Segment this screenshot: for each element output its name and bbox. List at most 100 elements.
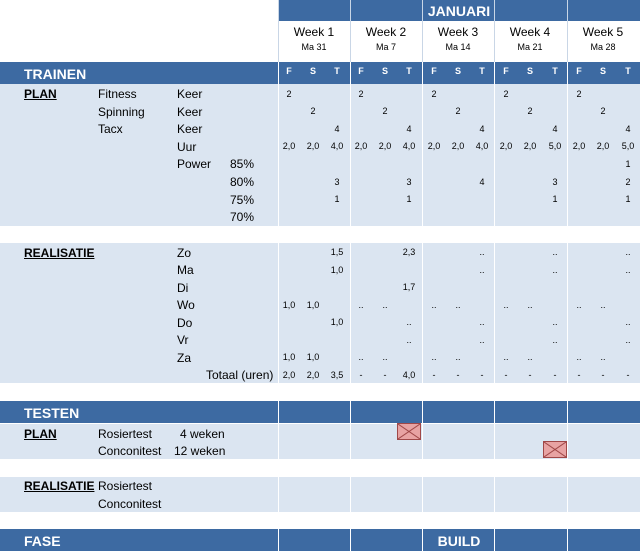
data-cell[interactable]: 2 — [431, 89, 437, 99]
data-cell[interactable]: 3 — [334, 177, 340, 187]
data-cell[interactable]: 2,0 — [354, 141, 368, 151]
data-cell[interactable]: 2 — [358, 89, 364, 99]
data-cell[interactable]: 1,7 — [402, 282, 416, 292]
data-cell[interactable]: 2,0 — [282, 141, 296, 151]
rosiertest-marker[interactable] — [397, 423, 421, 440]
data-cell[interactable]: 4 — [406, 124, 412, 134]
data-cell[interactable]: 2 — [527, 106, 533, 116]
data-cell[interactable]: .. — [625, 247, 631, 257]
data-cell[interactable]: - — [383, 370, 387, 380]
data-cell[interactable]: 2,0 — [427, 141, 441, 151]
data-cell[interactable]: - — [553, 370, 557, 380]
data-cell[interactable]: .. — [431, 352, 437, 362]
data-cell[interactable]: .. — [600, 300, 606, 310]
data-cell[interactable]: .. — [552, 317, 558, 327]
data-cell[interactable]: 5,0 — [548, 141, 562, 151]
data-cell[interactable]: 5,0 — [621, 141, 635, 151]
data-cell[interactable]: - — [504, 370, 508, 380]
data-cell[interactable]: 3 — [552, 177, 558, 187]
data-cell[interactable]: - — [601, 370, 605, 380]
day-letter: F — [576, 66, 582, 76]
data-cell[interactable]: 1 — [552, 194, 558, 204]
data-cell[interactable]: 1,0 — [306, 300, 320, 310]
data-cell[interactable]: - — [528, 370, 532, 380]
data-cell[interactable]: 4 — [625, 124, 631, 134]
data-cell[interactable]: .. — [382, 300, 388, 310]
data-cell[interactable]: 2,0 — [282, 370, 296, 380]
data-cell[interactable]: - — [480, 370, 484, 380]
data-cell[interactable]: 1 — [625, 159, 631, 169]
data-cell[interactable]: 4 — [552, 124, 558, 134]
data-cell[interactable]: .. — [431, 300, 437, 310]
data-cell[interactable]: 3,5 — [330, 370, 344, 380]
data-cell[interactable]: .. — [625, 317, 631, 327]
data-cell[interactable]: 2 — [382, 106, 388, 116]
data-cell[interactable]: 2 — [503, 89, 509, 99]
data-cell[interactable]: - — [456, 370, 460, 380]
data-cell[interactable]: .. — [358, 300, 364, 310]
data-cell[interactable]: 2 — [455, 106, 461, 116]
data-cell[interactable]: 1 — [334, 194, 340, 204]
data-cell[interactable]: - — [626, 370, 630, 380]
data-cell[interactable]: 4 — [479, 177, 485, 187]
data-cell[interactable]: .. — [552, 265, 558, 275]
data-cell[interactable]: 4,0 — [475, 141, 489, 151]
data-cell[interactable]: 1,0 — [306, 352, 320, 362]
data-cell[interactable]: 4,0 — [330, 141, 344, 151]
data-cell[interactable]: 2 — [310, 106, 316, 116]
data-cell[interactable]: .. — [503, 300, 509, 310]
data-cell[interactable]: .. — [479, 335, 485, 345]
data-cell[interactable]: 1,0 — [330, 265, 344, 275]
data-cell[interactable]: 2 — [286, 89, 292, 99]
data-cell[interactable]: .. — [382, 352, 388, 362]
data-cell[interactable]: 2 — [576, 89, 582, 99]
data-cell[interactable]: - — [359, 370, 363, 380]
data-cell[interactable]: 2,0 — [378, 141, 392, 151]
data-cell[interactable]: 2,0 — [499, 141, 513, 151]
data-cell[interactable]: 4 — [479, 124, 485, 134]
data-cell[interactable]: .. — [455, 352, 461, 362]
data-cell[interactable]: .. — [576, 352, 582, 362]
day-label: Vr — [177, 333, 189, 347]
data-cell[interactable]: 4,0 — [402, 141, 416, 151]
data-cell[interactable]: .. — [552, 247, 558, 257]
data-cell[interactable]: 2,0 — [451, 141, 465, 151]
data-cell[interactable]: 1,5 — [330, 247, 344, 257]
data-cell[interactable]: 1,0 — [330, 317, 344, 327]
data-cell[interactable]: .. — [455, 300, 461, 310]
data-cell[interactable]: 1 — [625, 194, 631, 204]
data-cell[interactable]: .. — [479, 317, 485, 327]
data-cell[interactable]: .. — [600, 352, 606, 362]
data-cell[interactable]: .. — [527, 300, 533, 310]
data-cell[interactable]: .. — [358, 352, 364, 362]
data-cell[interactable]: .. — [503, 352, 509, 362]
data-cell[interactable]: .. — [527, 352, 533, 362]
data-cell[interactable]: 4,0 — [402, 370, 416, 380]
data-cell[interactable]: 1,0 — [282, 352, 296, 362]
data-cell[interactable]: - — [577, 370, 581, 380]
data-cell[interactable]: 1,0 — [282, 300, 296, 310]
data-cell[interactable]: 2 — [600, 106, 606, 116]
conconitest-marker[interactable] — [543, 441, 567, 458]
power-level: 80% — [230, 175, 255, 189]
data-cell[interactable]: .. — [552, 335, 558, 345]
data-cell[interactable]: .. — [625, 335, 631, 345]
data-cell[interactable]: 2,0 — [596, 141, 610, 151]
data-cell[interactable]: 2,3 — [402, 247, 416, 257]
data-cell[interactable]: .. — [479, 247, 485, 257]
data-cell[interactable]: 2,0 — [306, 370, 320, 380]
data-cell[interactable]: 2,0 — [306, 141, 320, 151]
grid-line — [567, 243, 568, 383]
data-cell[interactable]: 3 — [406, 177, 412, 187]
data-cell[interactable]: 2,0 — [523, 141, 537, 151]
data-cell[interactable]: .. — [406, 335, 412, 345]
data-cell[interactable]: .. — [479, 265, 485, 275]
data-cell[interactable]: 1 — [406, 194, 412, 204]
data-cell[interactable]: .. — [625, 265, 631, 275]
data-cell[interactable]: 4 — [334, 124, 340, 134]
data-cell[interactable]: .. — [576, 300, 582, 310]
data-cell[interactable]: 2,0 — [572, 141, 586, 151]
data-cell[interactable]: 2 — [625, 177, 631, 187]
data-cell[interactable]: .. — [406, 317, 412, 327]
data-cell[interactable]: - — [432, 370, 436, 380]
